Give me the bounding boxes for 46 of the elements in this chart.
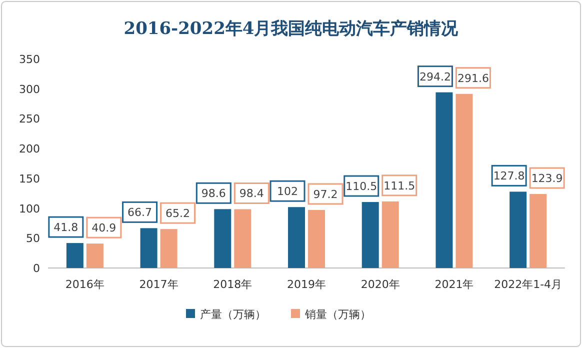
chart-title: 2016-2022年4月我国纯电动汽车产销情况 [124, 19, 460, 39]
data-label: 97.2 [313, 188, 338, 201]
x-tick-label: 2016年 [65, 278, 104, 291]
bar [86, 244, 104, 268]
x-tick-label: 2017年 [139, 278, 178, 291]
data-label: 123.9 [531, 172, 563, 186]
bar [214, 209, 232, 268]
bar [308, 210, 325, 268]
data-label: 110.5 [346, 180, 378, 194]
data-label: 111.5 [384, 179, 416, 192]
x-tick-label: 2022年1-4月 [494, 278, 562, 291]
bar [530, 194, 547, 268]
data-label: 65.2 [166, 207, 190, 220]
y-tick-label: 100 [19, 202, 40, 216]
data-label: 102 [277, 185, 298, 198]
legend-label: 销量（万辆） [304, 308, 371, 321]
x-tick-label: 2018年 [213, 278, 252, 291]
bar [436, 92, 453, 268]
data-label: 66.7 [128, 206, 152, 220]
data-label: 291.6 [457, 72, 489, 85]
x-tick-label: 2019年 [287, 278, 326, 291]
bar [140, 228, 158, 268]
x-tick-label: 2020年 [360, 278, 400, 291]
y-tick-label: 0 [33, 262, 40, 275]
y-tick-label: 250 [19, 112, 40, 126]
legend-label: 产量（万辆） [200, 308, 266, 321]
bar [288, 207, 305, 268]
bar [382, 201, 399, 268]
data-label: 98.4 [239, 187, 264, 200]
data-label: 98.6 [201, 187, 226, 200]
y-tick-label: 350 [19, 53, 40, 66]
bar [362, 202, 379, 268]
bar [456, 94, 473, 268]
y-tick-label: 150 [19, 172, 40, 186]
bar [510, 192, 527, 268]
data-label: 41.8 [54, 221, 78, 234]
data-label: 294.2 [419, 70, 451, 84]
y-tick-label: 300 [19, 82, 40, 96]
bar [234, 209, 252, 268]
bar [66, 243, 84, 268]
data-label: 127.8 [493, 170, 525, 183]
y-tick-label: 200 [19, 142, 40, 156]
y-tick-label: 50 [26, 232, 40, 246]
bar [160, 229, 178, 268]
x-tick-label: 2021年 [434, 278, 474, 291]
data-label: 40.9 [92, 222, 116, 235]
